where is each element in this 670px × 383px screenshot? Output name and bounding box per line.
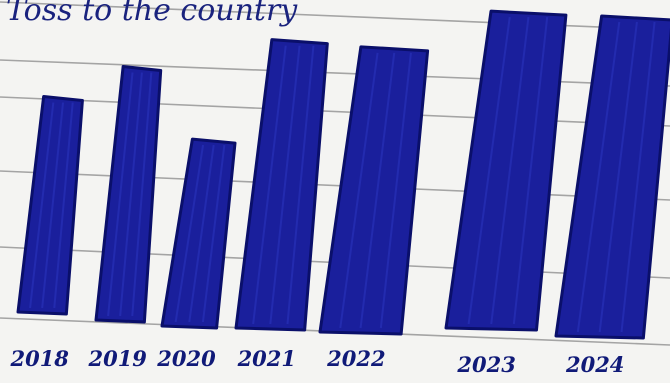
bar-scribble: [201, 144, 226, 323]
bar-scribble: [598, 21, 638, 333]
bar-2020: [160, 137, 237, 330]
bar-scribble: [490, 17, 530, 325]
ruled-line: [0, 170, 670, 201]
ruled-line: [0, 59, 670, 87]
category-labels: 2018 2019 2020 2021 2022 2023 2024: [9, 346, 624, 377]
category-label: 2018: [9, 346, 69, 371]
bar-scribble: [29, 102, 55, 309]
bar-2024: [554, 14, 670, 340]
bar-scribble: [379, 52, 412, 329]
bar-scribble: [252, 45, 287, 325]
category-label: 2024: [565, 352, 624, 377]
bar-scribble: [620, 21, 656, 333]
bar-scribble: [286, 45, 315, 325]
category-label: 2023: [456, 352, 515, 377]
ruled-line: [0, 96, 670, 127]
bar-2019: [94, 65, 163, 324]
bar-scribble: [339, 52, 379, 329]
bar-scribble: [269, 45, 301, 325]
bar-2022: [318, 45, 430, 336]
bars-group: [16, 9, 670, 340]
category-label: 2021: [237, 346, 296, 371]
category-label: 2022: [326, 346, 385, 371]
bar-scribble: [41, 102, 65, 309]
bar-scribble: [174, 144, 205, 323]
category-label: 2020: [156, 346, 216, 371]
bar-scribble: [467, 17, 511, 325]
bar-scribble: [188, 144, 215, 323]
bar-scribble: [359, 52, 396, 329]
bar-scribble: [576, 21, 621, 333]
chart-title: Toss to the country: [6, 0, 298, 28]
bar-2018: [16, 95, 84, 316]
bar-2021: [234, 38, 329, 332]
bar-scribble: [119, 72, 143, 317]
bar-2023: [444, 9, 568, 332]
bar-scribble: [512, 17, 549, 325]
bar-scribble: [53, 102, 74, 309]
bar-scribble: [107, 72, 134, 317]
category-label: 2019: [87, 346, 147, 371]
bar-scribble: [131, 72, 153, 317]
